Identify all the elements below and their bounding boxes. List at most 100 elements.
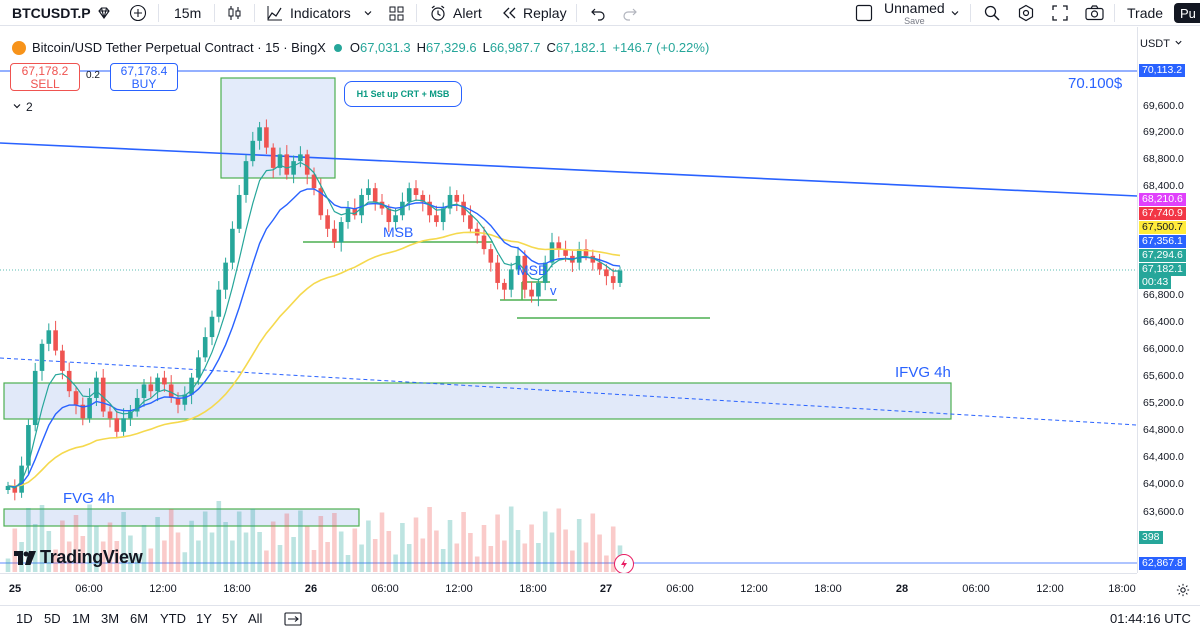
layout-name-button[interactable]: Unnamed Save [884, 0, 945, 26]
time-label: 06:00 [962, 583, 990, 595]
layout-checkbox[interactable] [855, 0, 873, 26]
range-button-3m[interactable]: 3M [101, 611, 120, 626]
candle-body [243, 161, 249, 195]
fvg-zone[interactable] [3, 508, 360, 527]
candle-body [542, 262, 548, 283]
price-tick: 63,600.0 [1143, 506, 1184, 518]
volume-bar [454, 543, 460, 572]
volume-bar [372, 539, 378, 572]
candle-body [155, 377, 160, 392]
indicators-button[interactable]: Indicators [266, 0, 351, 26]
range-button-1d[interactable]: 1D [16, 611, 33, 626]
symbol-search-button[interactable]: BTCUSDT.P [12, 0, 91, 26]
sell-button[interactable]: 67,178.2 SELL [10, 63, 80, 91]
indicators-label: Indicators [290, 5, 351, 21]
descending-trendline[interactable] [0, 142, 1137, 197]
range-button-1y[interactable]: 1Y [196, 611, 212, 626]
trade-button[interactable]: Trade [1127, 0, 1163, 26]
range-button-ytd[interactable]: YTD [160, 611, 186, 626]
candle-body [556, 242, 562, 250]
candle-body [440, 208, 446, 223]
volume-bar [202, 511, 208, 572]
chart-legend[interactable]: Bitcoin/USD Tether Perpetual Contract · … [12, 40, 709, 55]
range-button-1m[interactable]: 1M [72, 611, 91, 626]
diamond-icon[interactable] [96, 0, 112, 26]
quick-search-icon[interactable] [983, 0, 1001, 26]
time-axis[interactable] [0, 573, 1137, 605]
fullscreen-icon[interactable] [1052, 0, 1068, 26]
camera-icon[interactable] [1085, 0, 1104, 26]
undo-icon[interactable] [590, 0, 606, 26]
msb-label-2[interactable]: MSB [517, 262, 548, 278]
price-tick: 68,400.0 [1143, 180, 1184, 192]
indicators-dropdown-chevron-icon[interactable] [363, 0, 373, 26]
candle-body [332, 228, 337, 243]
price-chart[interactable] [0, 27, 1137, 573]
candle-body [318, 188, 324, 216]
volume-bars [5, 501, 623, 572]
ifvg-label[interactable]: IFVG 4h [895, 364, 951, 381]
publish-button[interactable]: Pu [1174, 3, 1200, 23]
time-label: 12:00 [740, 583, 768, 595]
chart-pane[interactable] [0, 27, 1137, 573]
candle-body [202, 337, 208, 358]
currency-selector[interactable]: USDT [1140, 38, 1183, 50]
date-range-icon[interactable] [284, 611, 302, 632]
volume-bar [298, 510, 303, 572]
time-label: 18:00 [814, 583, 842, 595]
settings-gear-icon[interactable] [1017, 0, 1035, 26]
ifvg-zone[interactable] [3, 382, 952, 420]
candle-body [26, 425, 31, 466]
replay-button[interactable]: Replay [501, 0, 567, 26]
candle-body [284, 154, 290, 175]
tradingview-logo[interactable]: TradingView [14, 547, 143, 568]
candle-body [80, 404, 86, 419]
volume-bar [155, 517, 160, 572]
crt-msb-callout[interactable]: H1 Set up CRT + MSB [344, 81, 462, 107]
dashed-trendline[interactable] [0, 357, 1137, 426]
range-button-6m[interactable]: 6M [130, 611, 149, 626]
interval-button[interactable]: 15m [174, 0, 201, 26]
compare-add-icon[interactable] [129, 0, 147, 26]
v-label[interactable]: v [550, 283, 557, 298]
candle-body [121, 418, 126, 432]
redo-icon[interactable] [622, 0, 638, 26]
msb-label-1[interactable]: MSB [383, 224, 414, 240]
indicators-icon [266, 4, 284, 22]
candle-type-icon[interactable] [226, 0, 244, 26]
fvg-label[interactable]: FVG 4h [63, 490, 115, 507]
layout-dropdown-chevron-icon[interactable] [950, 0, 960, 26]
candle-body [270, 147, 276, 168]
target-price-label[interactable]: 70.100$ [1068, 75, 1123, 92]
candle-body [549, 242, 555, 263]
candle-body [311, 174, 317, 189]
volume-bar [87, 504, 92, 572]
volume-bar [563, 529, 568, 572]
volume-bar [175, 532, 181, 572]
time-label: 18:00 [223, 583, 251, 595]
volume-bar [277, 545, 283, 572]
symbol-label: BTCUSDT.P [12, 5, 91, 21]
templates-grid-icon[interactable] [388, 0, 405, 26]
range-button-all[interactable]: All [248, 611, 263, 626]
price-tick: 64,800.0 [1143, 424, 1184, 436]
chart-settings-gear-icon[interactable] [1176, 583, 1190, 602]
indicator-collapse-toggle[interactable]: 2 [12, 100, 33, 114]
price-tick: 65,200.0 [1143, 397, 1184, 409]
buy-button[interactable]: 67,178.4 BUY [110, 63, 178, 91]
range-button-5y[interactable]: 5Y [222, 611, 238, 626]
bitcoin-icon [12, 40, 26, 55]
volume-bar [257, 532, 262, 572]
alert-button[interactable]: Alert [429, 0, 482, 26]
volume-bar [338, 531, 344, 572]
candle-body [196, 357, 201, 378]
candle-body [434, 215, 439, 223]
lightning-bolt-icon[interactable] [614, 554, 634, 574]
price-axis[interactable] [1137, 27, 1200, 573]
volume-bar [495, 514, 500, 572]
utc-clock[interactable]: 01:44:16 UTC [1110, 611, 1191, 626]
candle-body [114, 418, 120, 432]
time-label: 18:00 [519, 583, 547, 595]
volume-bar [325, 542, 330, 572]
range-button-5d[interactable]: 5D [44, 611, 61, 626]
